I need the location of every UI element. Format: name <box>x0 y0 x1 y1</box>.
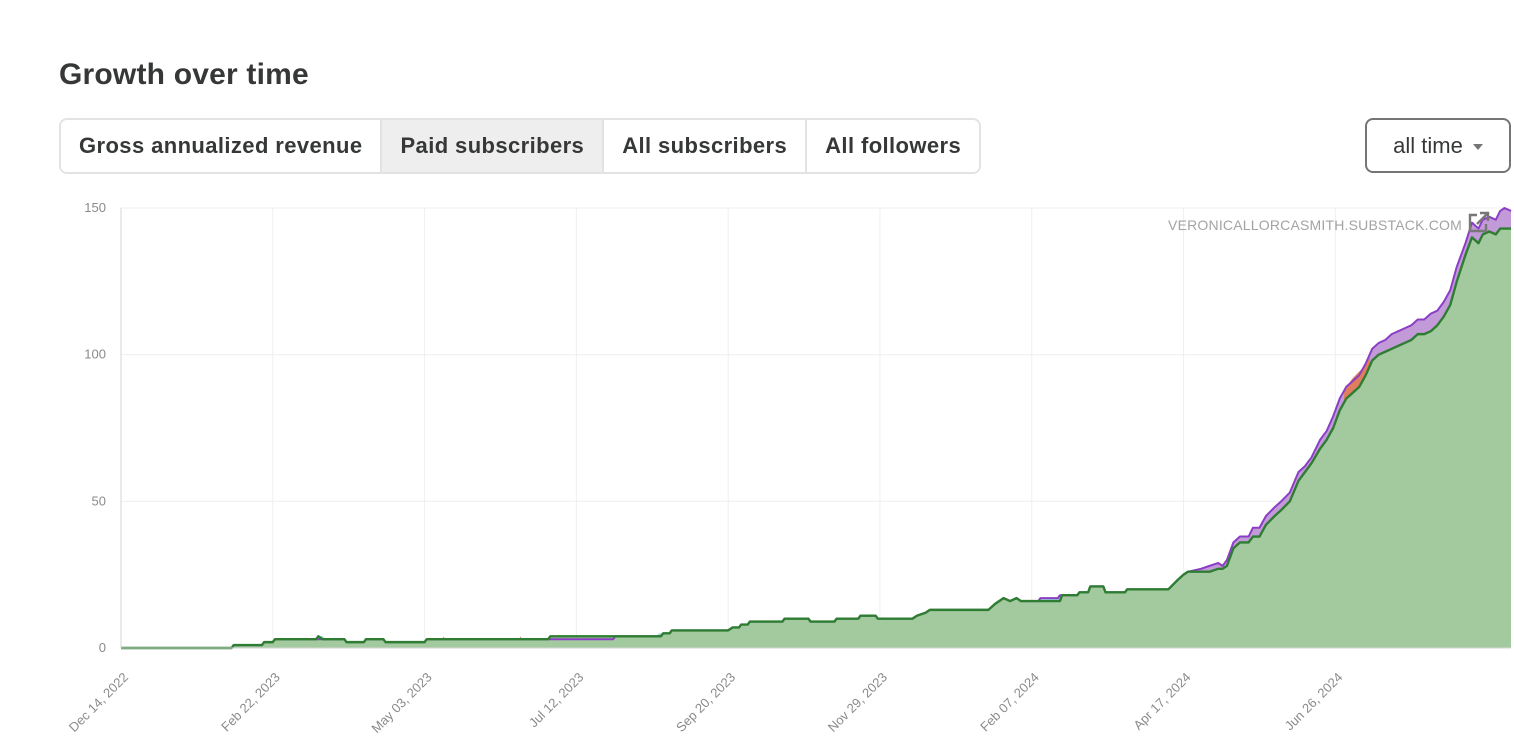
x-tick-label: Jul 12, 2023 <box>526 670 587 731</box>
y-tick-label: 150 <box>84 200 106 215</box>
chart-lines <box>121 207 1512 650</box>
x-tick-label: May 03, 2023 <box>368 670 434 736</box>
y-tick-label: 50 <box>92 493 106 508</box>
caret-down-icon <box>1472 143 1483 150</box>
tab-all-subscribers[interactable]: All subscribers <box>604 120 808 172</box>
y-tick-label: 0 <box>99 640 106 655</box>
y-tick-label: 100 <box>84 347 106 362</box>
x-tick-label: Nov 29, 2023 <box>825 670 890 735</box>
tab-paid-subscribers[interactable]: Paid subscribers <box>382 120 605 172</box>
page-title: Growth over time <box>59 58 309 91</box>
series-line-monthly <box>121 227 1511 650</box>
x-tick-label: Dec 14, 2022 <box>66 670 131 735</box>
chart-axes: 0 50 100 150 Dec 14, 2022 Feb 22, 2023 May 03,… <box>66 200 1511 736</box>
x-tick-label: Feb 07, 2024 <box>977 670 1042 735</box>
metric-tabs: Gross annualized revenue Paid subscriber… <box>59 118 982 174</box>
x-tick-label: Jun 26, 2024 <box>1282 670 1346 734</box>
external-link-icon[interactable] <box>1468 211 1490 233</box>
time-range-value: all time <box>1393 132 1463 158</box>
time-range-select[interactable]: all time <box>1365 118 1511 173</box>
chart-areas <box>121 208 1511 648</box>
publication-watermark: VERONICALLORCASMITH.SUBSTACK.COM <box>1168 217 1462 233</box>
tab-all-followers[interactable]: All followers <box>807 120 980 172</box>
x-tick-label: Feb 22, 2023 <box>218 670 283 735</box>
tab-gross-annualized-revenue[interactable]: Gross annualized revenue <box>61 120 383 172</box>
x-tick-label: Sep 20, 2023 <box>673 670 738 735</box>
series-area-monthly <box>121 228 1511 648</box>
growth-chart: 0 50 100 150 Dec 14, 2022 Feb 22, 2023 May 03,… <box>66 200 1512 736</box>
x-tick-label: Apr 17, 2024 <box>1130 670 1193 733</box>
